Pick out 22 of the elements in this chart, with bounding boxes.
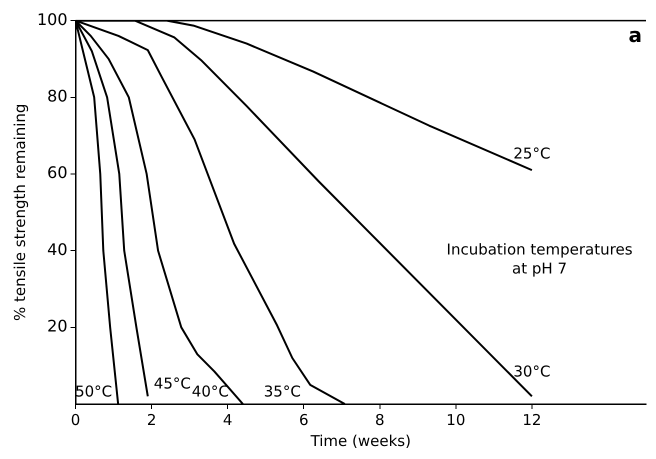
y-tick-label: 20 [47, 316, 68, 336]
x-tick-label: 12 [522, 410, 542, 429]
series-label: 35°C [264, 382, 301, 400]
x-tick-label: 8 [375, 410, 385, 429]
x-tick-label: 10 [446, 410, 466, 429]
series-label: 30°C [513, 362, 550, 381]
y-tick-label: 100 [36, 10, 68, 29]
x-tick-label: 0 [70, 410, 80, 429]
series-label: 50°C [75, 382, 112, 400]
y-axis-title: % tensile strength remaining [10, 104, 29, 322]
x-tick-label: 2 [146, 410, 156, 429]
x-axis-title: Time (weeks) [310, 432, 411, 450]
series-label: 25°C [513, 144, 550, 163]
y-tick-label: 80 [47, 86, 68, 106]
series-label: 40°C [192, 382, 229, 400]
series-label: 45°C [154, 374, 191, 393]
x-tick-label: 6 [298, 410, 308, 429]
y-tick-label: 60 [47, 163, 68, 182]
x-tick-label: 4 [222, 410, 232, 429]
annotation: a [628, 22, 642, 47]
y-tick-label: 40 [47, 240, 68, 259]
annotation: Incubation temperatures at pH 7 [446, 240, 633, 278]
